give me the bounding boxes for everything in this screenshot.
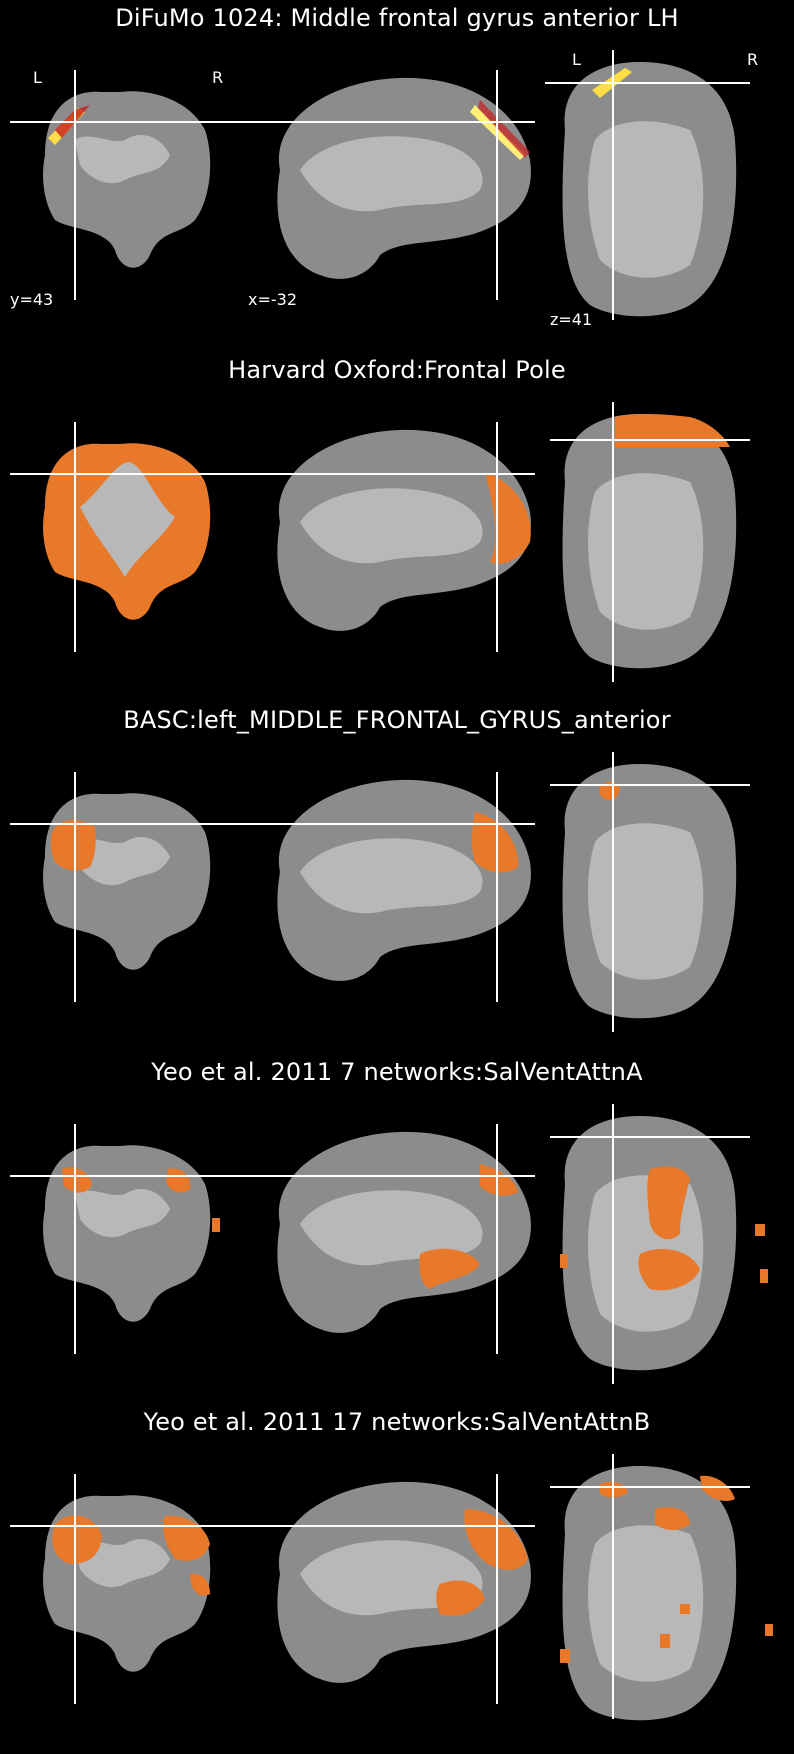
coronal-view (10, 772, 265, 1002)
coronal-view (10, 422, 265, 652)
panel-yeo-7: Yeo et al. 2011 7 networks:SalVentAttnA (0, 1054, 794, 1404)
axial-view (550, 1454, 773, 1721)
panel-title: Harvard Oxford:Frontal Pole (228, 356, 566, 384)
sagittal-coord-label: x=-32 (248, 290, 298, 309)
coronal-view (10, 1474, 265, 1704)
panel-difumo: DiFuMo 1024: Middle frontal gyrus anteri… (0, 0, 794, 350)
panel-basc: BASC:left_MIDDLE_FRONTAL_GYRUS_anterior (0, 702, 794, 1052)
orient-right-label: R (212, 68, 224, 87)
panel-harvard-oxford: Harvard Oxford:Frontal Pole (0, 352, 794, 702)
coronal-coord-label: y=43 (10, 290, 54, 309)
axial-coord-label: z=41 (550, 310, 593, 329)
axial-view (550, 752, 750, 1032)
panel-title: DiFuMo 1024: Middle frontal gyrus anteri… (115, 4, 679, 32)
panel-title: BASC:left_MIDDLE_FRONTAL_GYRUS_anterior (123, 706, 671, 734)
brain-views (10, 1454, 773, 1721)
brain-views (10, 50, 750, 320)
panel-title: Yeo et al. 2011 7 networks:SalVentAttnA (151, 1058, 643, 1086)
panel-title: Yeo et al. 2011 17 networks:SalVentAttnB (143, 1408, 651, 1436)
brain-views (10, 402, 750, 682)
orient-axial-right-label: R (747, 50, 759, 69)
sagittal-view (265, 772, 535, 1002)
brain-views (10, 1104, 768, 1384)
sagittal-view (265, 422, 535, 652)
sagittal-view (265, 1474, 535, 1704)
panel-yeo-17: Yeo et al. 2011 17 networks:SalVentAttnB (0, 1404, 794, 1754)
orient-left-label: L (33, 68, 42, 87)
axial-view (550, 402, 750, 682)
coronal-view (10, 70, 265, 300)
axial-view (550, 1104, 768, 1384)
brain-views (10, 752, 750, 1032)
axial-view (545, 50, 750, 320)
sagittal-view (265, 70, 535, 300)
orient-axial-left-label: L (572, 50, 581, 69)
coronal-view (10, 1124, 265, 1354)
sagittal-view (265, 1124, 535, 1354)
